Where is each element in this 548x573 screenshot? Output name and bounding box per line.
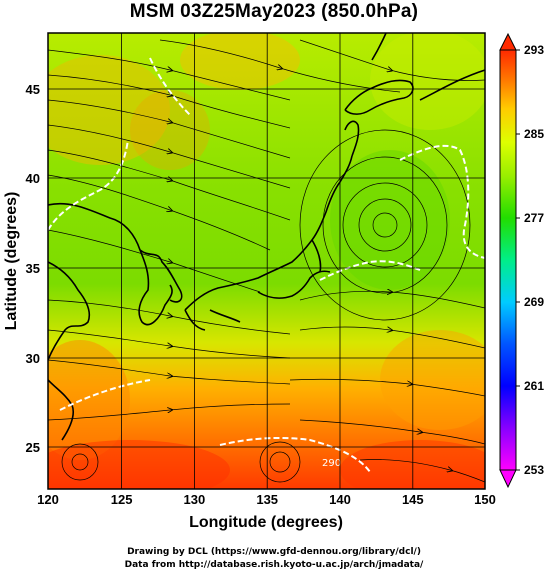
figure-title: MSM 03Z25May2023 (850.0hPa) bbox=[129, 1, 419, 22]
wind-streamlines bbox=[48, 39, 485, 483]
plot-frame bbox=[47, 32, 486, 490]
credit-drawing: Drawing by DCL (https://www.gfd-dennou.o… bbox=[127, 547, 421, 557]
y-tick-label: 45 bbox=[26, 82, 40, 97]
credit-data: Data from http://database.rish.kyoto-u.a… bbox=[124, 560, 424, 570]
x-tick-label: 130 bbox=[184, 492, 206, 507]
x-tick-label: 120 bbox=[37, 492, 59, 507]
x-axis: 120 125 130 135 140 145 150 Longitude (d… bbox=[37, 492, 496, 531]
colorbar-tick-label: 285 bbox=[524, 127, 544, 141]
x-tick-label: 135 bbox=[256, 492, 278, 507]
colorbar-tick-label: 253 bbox=[524, 463, 544, 477]
colorbar-tick-label: 277 bbox=[524, 211, 544, 225]
colorbar-tick-label: 261 bbox=[524, 379, 544, 393]
x-axis-title: Longitude (degrees) bbox=[189, 514, 343, 531]
x-tick-label: 145 bbox=[402, 492, 424, 507]
x-tick-label: 140 bbox=[329, 492, 351, 507]
colorbar-tick-label: 293 bbox=[524, 43, 544, 57]
colorbar-tick-label: 269 bbox=[524, 295, 544, 309]
y-tick-label: 25 bbox=[26, 440, 40, 455]
contour-label: 290 bbox=[322, 458, 341, 469]
y-axis: 25 30 35 40 45 Latitude (degrees) bbox=[3, 82, 40, 455]
lat-lon-grid bbox=[48, 33, 485, 489]
y-tick-label: 30 bbox=[26, 351, 40, 366]
y-axis-title: Latitude (degrees) bbox=[3, 192, 20, 331]
temperature-shading bbox=[48, 33, 485, 489]
y-tick-label: 35 bbox=[26, 261, 40, 276]
y-tick-label: 40 bbox=[26, 171, 40, 186]
x-tick-label: 150 bbox=[474, 492, 496, 507]
coastlines bbox=[48, 33, 485, 441]
x-tick-label: 125 bbox=[111, 492, 133, 507]
colorbar: 293 285 277 269 261 253 bbox=[499, 32, 544, 489]
